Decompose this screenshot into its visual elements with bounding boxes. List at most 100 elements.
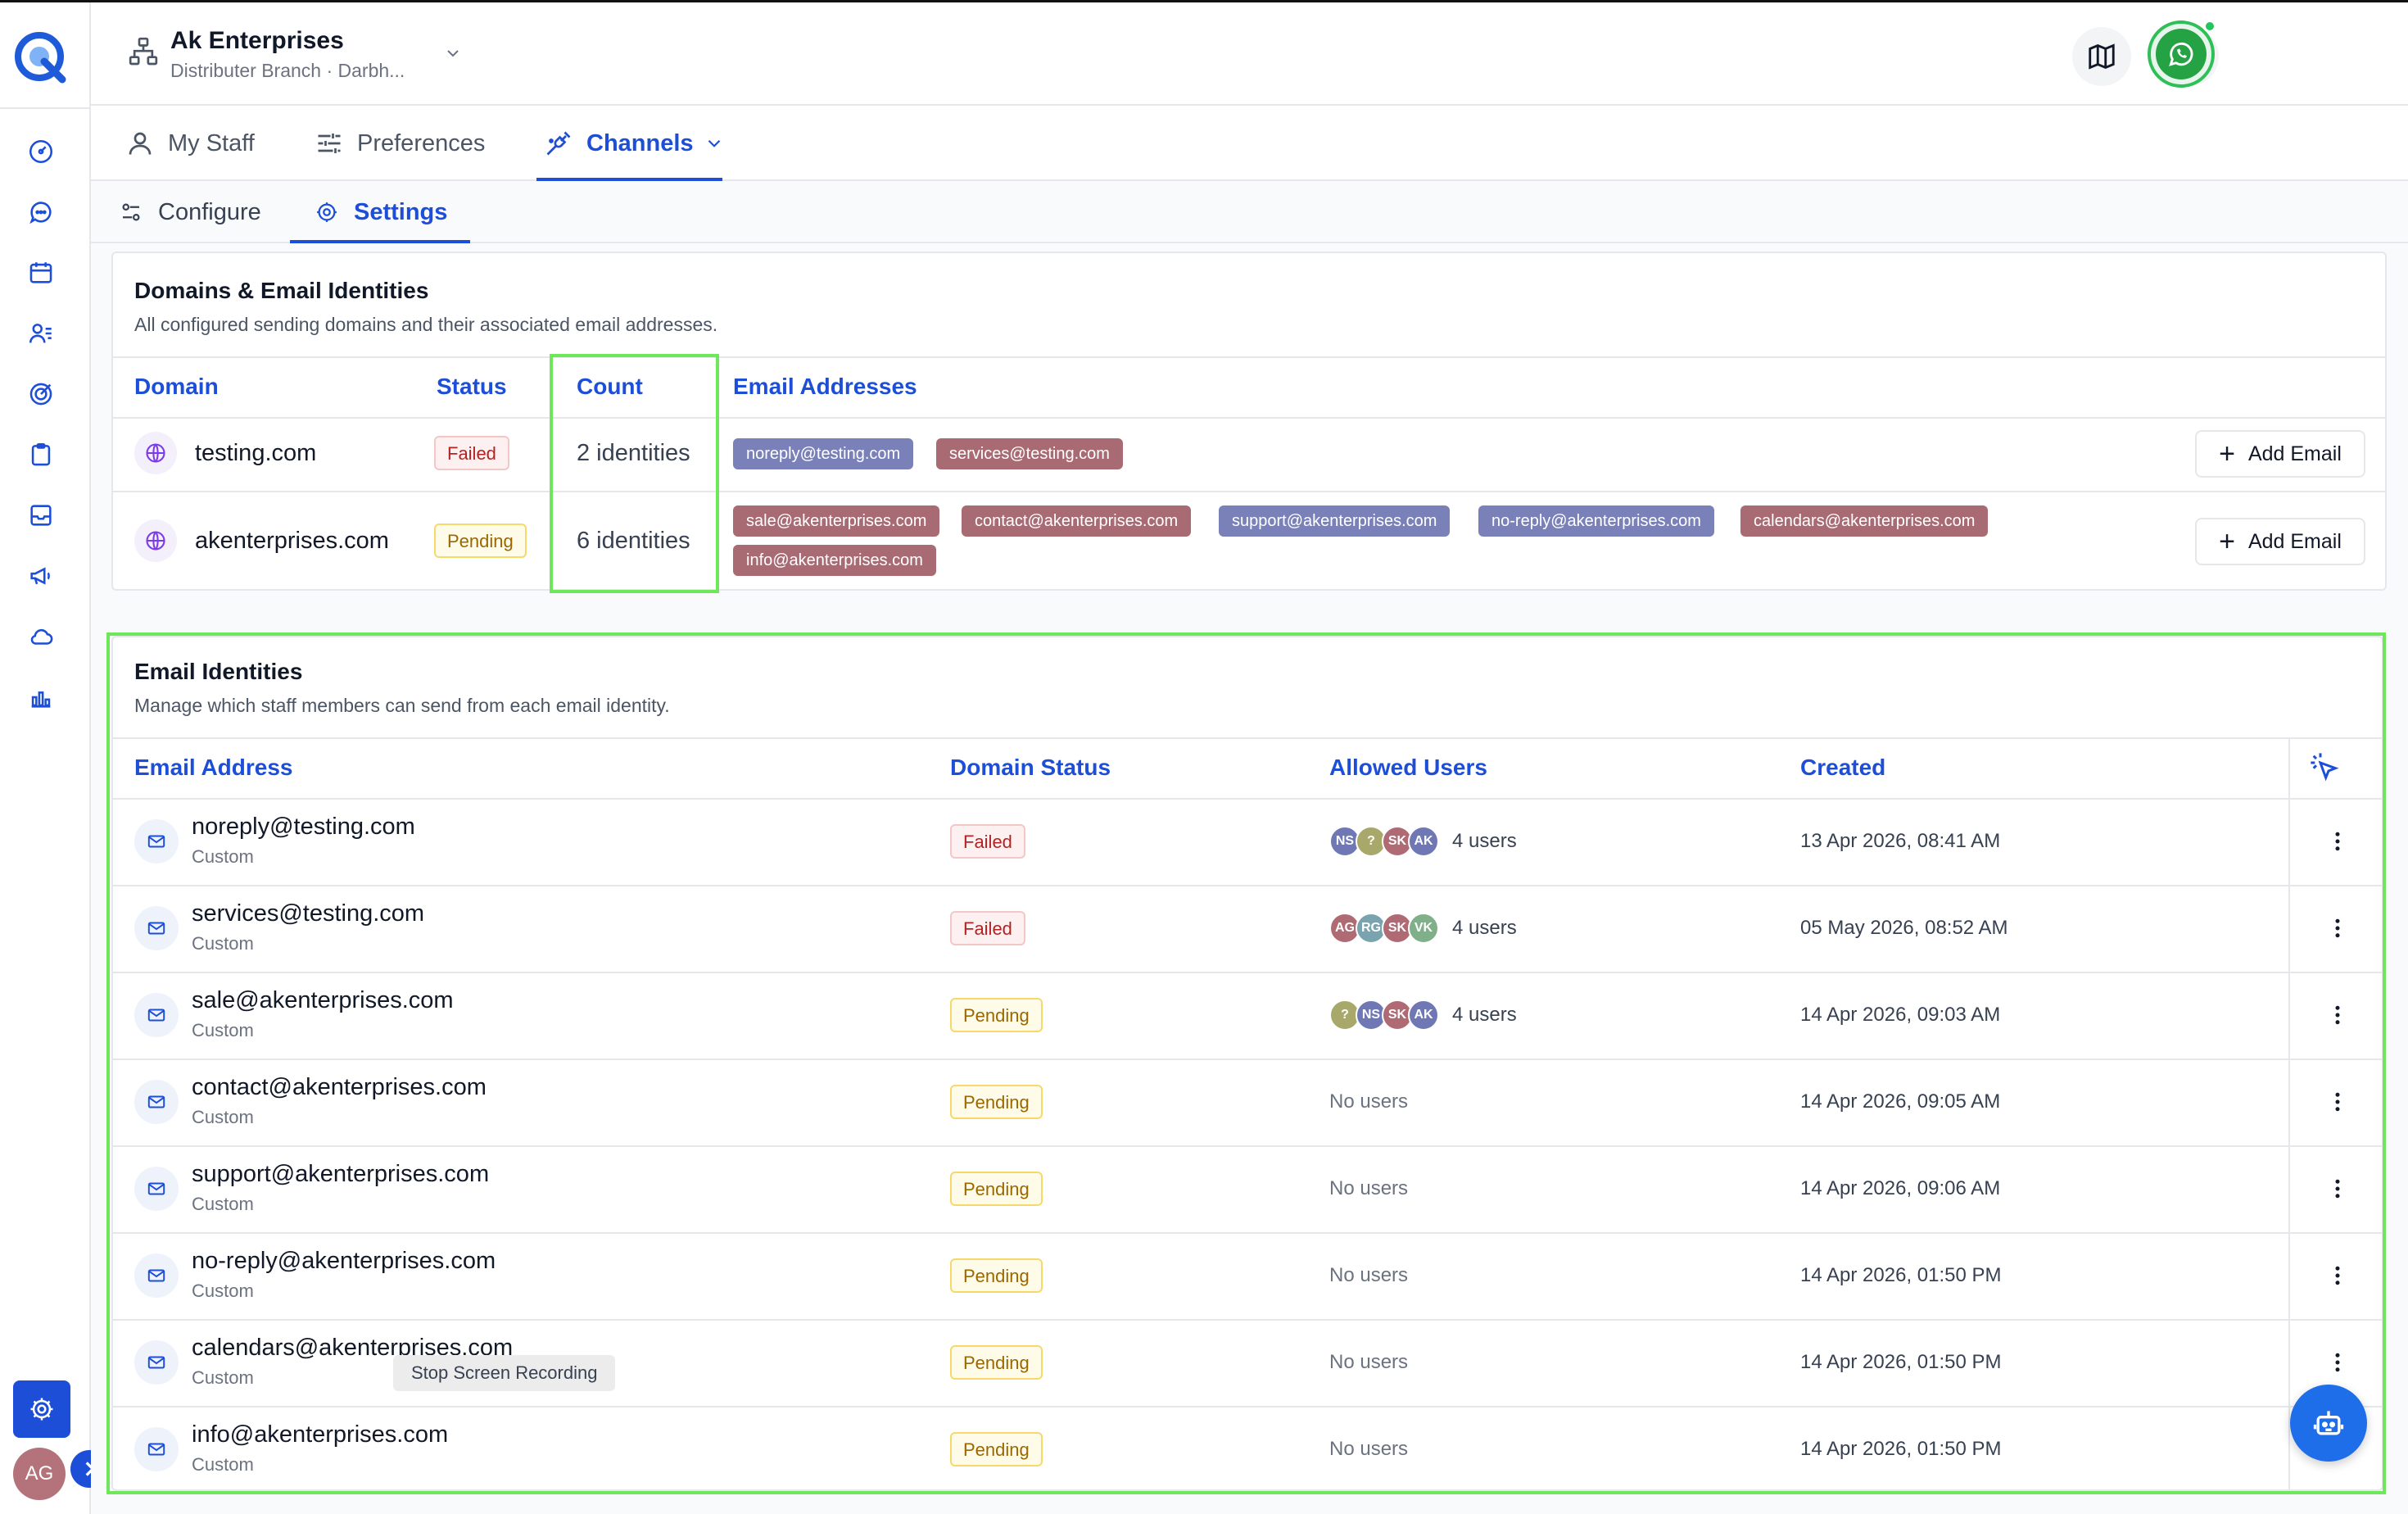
map-button[interactable] [2072, 27, 2131, 86]
row-menu-button[interactable] [2321, 912, 2354, 945]
inbox-icon[interactable] [25, 499, 57, 532]
robot-icon [2313, 1411, 2344, 1435]
status-badge: Pending [950, 1345, 1043, 1380]
status-badge: Pending [950, 1432, 1043, 1466]
tab-settings[interactable]: Settings [315, 181, 447, 243]
identities-card-title: Email Identities [134, 659, 303, 684]
email-chip[interactable]: support@akenterprises.com [1219, 505, 1451, 537]
status-badge: Pending [950, 1172, 1043, 1206]
identity-email: noreply@testing.com [192, 814, 415, 840]
identities-card: Email Identities Manage which staff memb… [111, 636, 2383, 1491]
col-email-address[interactable]: Email Address [134, 755, 293, 780]
user-avatar: ? [1356, 826, 1387, 857]
status-badge: Pending [950, 1258, 1043, 1293]
created-date: 05 May 2026, 08:52 AM [1800, 917, 2008, 939]
col-domain-status[interactable]: Domain Status [950, 755, 1111, 780]
user-count: 4 users [1452, 917, 1517, 939]
identity-email: contact@akenterprises.com [192, 1074, 487, 1100]
more-vertical-icon [2335, 1005, 2340, 1025]
email-chip[interactable]: sale@akenterprises.com [733, 505, 940, 537]
row-menu-button[interactable] [2321, 999, 2354, 1031]
identity-type: Custom [192, 1367, 254, 1388]
status-badge: Pending [950, 998, 1043, 1032]
clipboard-icon[interactable] [25, 438, 57, 471]
created-date: 14 Apr 2026, 01:50 PM [1800, 1264, 2002, 1286]
chevron-down-icon[interactable] [443, 43, 463, 63]
allowed-users-stack[interactable]: AG RG SK VK 4 users [1329, 913, 1517, 944]
email-chip[interactable]: no-reply@akenterprises.com [1478, 505, 1714, 537]
chat-icon[interactable] [25, 196, 57, 229]
mail-icon [134, 906, 179, 950]
assistant-bot-button[interactable] [2290, 1385, 2367, 1462]
user-avatar: SK [1382, 826, 1413, 857]
row-menu-button[interactable] [2321, 1346, 2354, 1379]
calendar-icon[interactable] [25, 256, 57, 289]
active-tab-indicator [536, 178, 722, 181]
contacts-icon[interactable] [25, 317, 57, 350]
allowed-users-stack[interactable]: NS? SK AK 4 users [1329, 826, 1517, 857]
org-branch: Distributer Branch · Darbh... [170, 60, 405, 81]
toggle-settings-icon [122, 203, 140, 221]
tab-configure[interactable]: Configure [119, 181, 261, 243]
user-count: 4 users [1452, 1004, 1517, 1026]
tab-channels[interactable]: Channels [544, 106, 725, 181]
cursor-click-icon[interactable] [2308, 750, 2341, 783]
tab-my-staff[interactable]: My Staff [125, 106, 255, 181]
app-logo[interactable] [11, 27, 70, 86]
identity-type: Custom [192, 1020, 254, 1040]
add-email-button[interactable]: + Add Email [2195, 518, 2365, 565]
user-avatar: RG [1356, 913, 1387, 944]
settings-button[interactable] [13, 1380, 70, 1438]
domains-card: Domains & Email Identities All configure… [111, 252, 2387, 591]
screen-recording-tooltip[interactable]: Stop Screen Recording [393, 1355, 616, 1391]
created-date: 14 Apr 2026, 01:50 PM [1800, 1351, 2002, 1373]
row-menu-button[interactable] [2321, 1172, 2354, 1205]
col-status[interactable]: Status [437, 374, 507, 399]
target-icon[interactable] [25, 378, 57, 410]
row-menu-button[interactable] [2321, 1086, 2354, 1118]
globe-icon [134, 432, 177, 474]
mail-icon [134, 1167, 179, 1211]
col-domain[interactable]: Domain [134, 374, 219, 399]
megaphone-icon[interactable] [25, 560, 57, 592]
allowed-users-stack[interactable]: ? NS SK AK 4 users [1329, 1000, 1517, 1031]
email-chip[interactable]: contact@akenterprises.com [962, 505, 1192, 537]
user-avatar: AK [1408, 826, 1439, 857]
identity-count: 6 identities [577, 528, 690, 554]
dashboard-icon[interactable] [25, 135, 57, 168]
col-count[interactable]: Count [577, 374, 643, 399]
tab-label: Settings [354, 198, 448, 225]
domains-card-title: Domains & Email Identities [134, 278, 429, 303]
primary-tabs: My Staff Preferences Channels [91, 106, 2408, 181]
identity-type: Custom [192, 933, 254, 954]
user-count: 4 users [1452, 830, 1517, 852]
cloud-icon[interactable] [25, 620, 57, 653]
user-avatar: NS [1329, 826, 1360, 857]
no-users-label: No users [1329, 1264, 1409, 1286]
identity-type: Custom [192, 846, 254, 867]
row-menu-button[interactable] [2321, 825, 2354, 858]
status-badge: Failed [434, 436, 509, 470]
identity-type: Custom [192, 1281, 254, 1301]
created-date: 14 Apr 2026, 09:05 AM [1800, 1090, 2001, 1113]
analytics-icon[interactable] [25, 681, 57, 714]
col-email-addresses[interactable]: Email Addresses [733, 374, 917, 399]
identity-count: 2 identities [577, 440, 690, 466]
sidebar-avatar[interactable]: AG [13, 1448, 66, 1500]
col-created[interactable]: Created [1800, 755, 1886, 780]
email-chip[interactable]: services@testing.com [936, 438, 1123, 469]
col-allowed-users[interactable]: Allowed Users [1329, 755, 1487, 780]
row-menu-button[interactable] [2321, 1259, 2354, 1292]
email-chip[interactable]: noreply@testing.com [733, 438, 914, 469]
add-email-button[interactable]: + Add Email [2195, 430, 2365, 478]
identities-card-subtitle: Manage which staff members can send from… [134, 695, 670, 716]
tab-label: My Staff [168, 129, 255, 156]
org-name[interactable]: Ak Enterprises [170, 27, 344, 54]
email-chip[interactable]: info@akenterprises.com [733, 545, 936, 576]
plug-icon [546, 131, 571, 156]
tab-label: Preferences [357, 129, 486, 156]
tab-preferences[interactable]: Preferences [315, 106, 485, 181]
no-users-label: No users [1329, 1090, 1409, 1113]
whatsapp-button[interactable] [2148, 20, 2215, 88]
email-chip[interactable]: calendars@akenterprises.com [1740, 505, 1989, 537]
